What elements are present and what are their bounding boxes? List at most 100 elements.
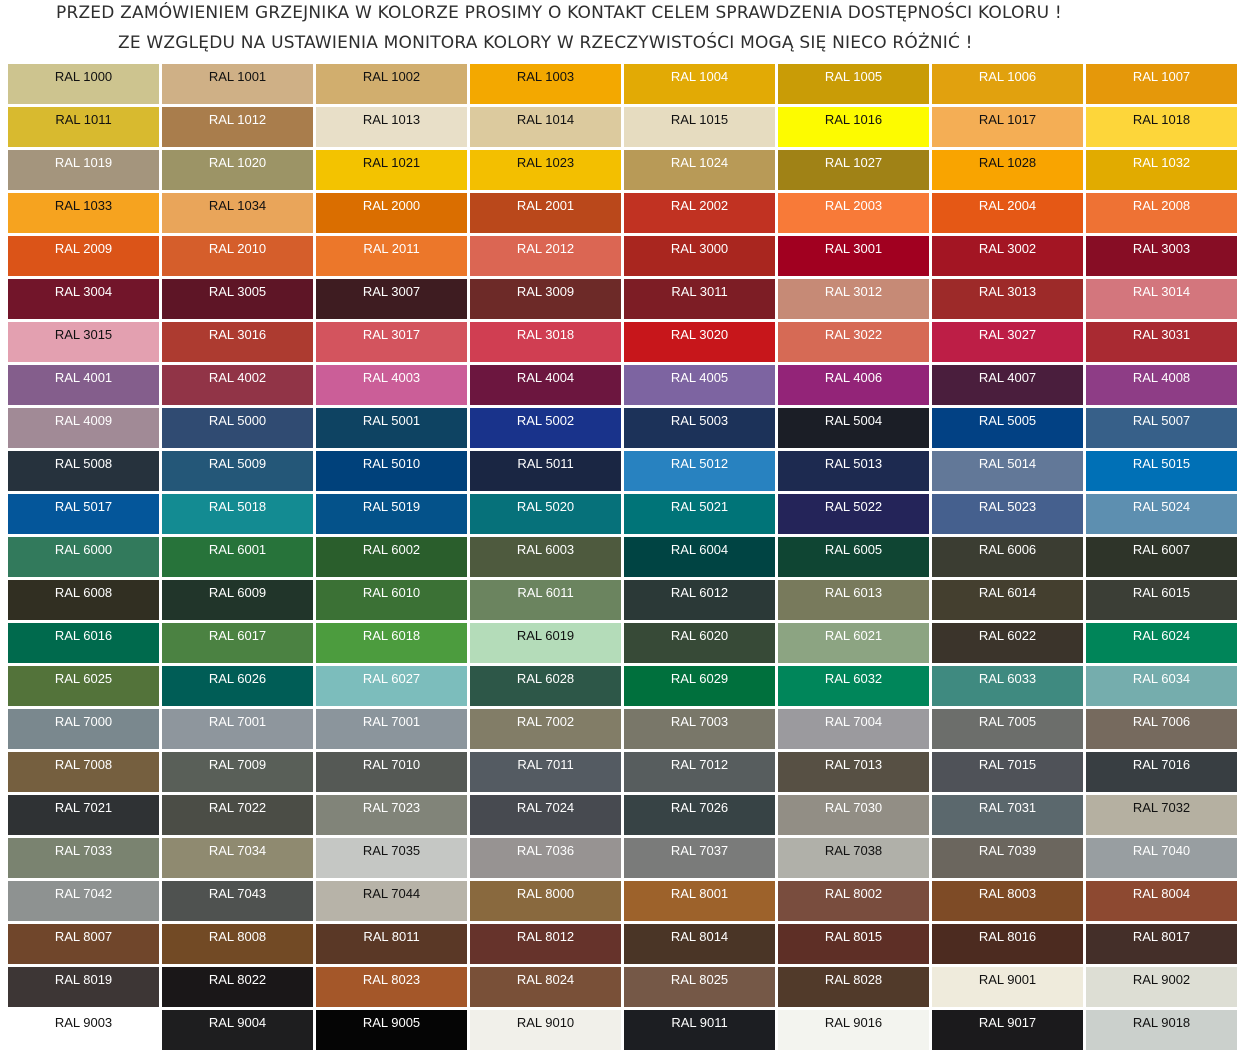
swatch-label: RAL 1028	[978, 155, 1037, 170]
swatch-label: RAL 5007	[1132, 413, 1191, 428]
color-swatch: RAL 2001	[470, 193, 621, 233]
swatch-label: RAL 7044	[362, 886, 421, 901]
color-swatch: RAL 1015	[624, 107, 775, 147]
swatch-label: RAL 9004	[208, 1015, 267, 1030]
swatch-label: RAL 1000	[54, 69, 113, 84]
swatch-label: RAL 3020	[670, 327, 729, 342]
swatch-label: RAL 6028	[516, 671, 575, 686]
swatch-label: RAL 1002	[362, 69, 421, 84]
swatch-label: RAL 3004	[54, 284, 113, 299]
color-swatch: RAL 1018	[1086, 107, 1237, 147]
swatch-label: RAL 4006	[824, 370, 883, 385]
color-swatch: RAL 7009	[162, 752, 313, 792]
color-swatch: RAL 5012	[624, 451, 775, 491]
swatch-label: RAL 2010	[208, 241, 267, 256]
swatch-label: RAL 2012	[516, 241, 575, 256]
color-swatch: RAL 8028	[778, 967, 929, 1007]
swatch-label: RAL 6011	[517, 585, 574, 600]
swatch-label: RAL 8025	[670, 972, 729, 987]
color-swatch: RAL 9003	[8, 1010, 159, 1050]
swatch-label: RAL 6006	[978, 542, 1037, 557]
color-swatch: RAL 1021	[316, 150, 467, 190]
color-swatch: RAL 8002	[778, 881, 929, 921]
swatch-label: RAL 7006	[1132, 714, 1191, 729]
swatch-label: RAL 6005	[824, 542, 883, 557]
swatch-label: RAL 8014	[670, 929, 729, 944]
swatch-label: RAL 6033	[978, 671, 1037, 686]
color-swatch: RAL 3015	[8, 322, 159, 362]
color-swatch: RAL 4005	[624, 365, 775, 405]
color-swatch: RAL 8011	[316, 924, 467, 964]
swatch-label: RAL 5018	[208, 499, 267, 514]
color-swatch: RAL 8001	[624, 881, 775, 921]
color-swatch: RAL 3003	[1086, 236, 1237, 276]
swatch-label: RAL 6029	[670, 671, 729, 686]
color-swatch: RAL 5010	[316, 451, 467, 491]
color-swatch: RAL 7032	[1086, 795, 1237, 835]
swatch-label: RAL 1013	[362, 112, 421, 127]
color-swatch: RAL 9011	[624, 1010, 775, 1050]
color-swatch: RAL 1019	[8, 150, 159, 190]
color-swatch: RAL 8000	[470, 881, 621, 921]
swatch-label: RAL 1017	[978, 112, 1037, 127]
color-swatch: RAL 7013	[778, 752, 929, 792]
swatch-label: RAL 7000	[54, 714, 113, 729]
color-swatch: RAL 5004	[778, 408, 929, 448]
swatch-label: RAL 6034	[1132, 671, 1191, 686]
color-swatch: RAL 9010	[470, 1010, 621, 1050]
color-swatch: RAL 3005	[162, 279, 313, 319]
swatch-label: RAL 7022	[208, 800, 267, 815]
swatch-label: RAL 8019	[54, 972, 113, 987]
swatch-label: RAL 6024	[1132, 628, 1191, 643]
swatch-label: RAL 5021	[670, 499, 729, 514]
color-swatch: RAL 5021	[624, 494, 775, 534]
color-swatch: RAL 6029	[624, 666, 775, 706]
swatch-label: RAL 7042	[54, 886, 113, 901]
swatch-label: RAL 9011	[671, 1015, 728, 1030]
color-swatch: RAL 6005	[778, 537, 929, 577]
swatch-label: RAL 7031	[978, 800, 1037, 815]
swatch-label: RAL 5024	[1132, 499, 1191, 514]
swatch-label: RAL 6019	[516, 628, 575, 643]
swatch-label: RAL 6000	[54, 542, 113, 557]
color-swatch: RAL 7039	[932, 838, 1083, 878]
color-swatch: RAL 2011	[316, 236, 467, 276]
swatch-label: RAL 8015	[824, 929, 883, 944]
color-swatch: RAL 8019	[8, 967, 159, 1007]
color-swatch: RAL 7011	[470, 752, 621, 792]
color-swatch: RAL 6012	[624, 580, 775, 620]
swatch-label: RAL 8001	[670, 886, 729, 901]
color-swatch: RAL 2004	[932, 193, 1083, 233]
color-swatch: RAL 1017	[932, 107, 1083, 147]
color-swatch: RAL 8023	[316, 967, 467, 1007]
color-swatch: RAL 6014	[932, 580, 1083, 620]
color-swatch: RAL 9004	[162, 1010, 313, 1050]
color-swatch: RAL 5018	[162, 494, 313, 534]
color-swatch: RAL 2008	[1086, 193, 1237, 233]
swatch-label: RAL 9002	[1132, 972, 1191, 987]
swatch-label: RAL 2000	[362, 198, 421, 213]
color-swatch: RAL 7030	[778, 795, 929, 835]
color-swatch: RAL 7035	[316, 838, 467, 878]
notice-line-2: ZE WZGLĘDU NA USTAWIENIA MONITORA KOLORY…	[118, 33, 973, 53]
swatch-label: RAL 8004	[1132, 886, 1191, 901]
swatch-label: RAL 1006	[978, 69, 1037, 84]
color-swatch: RAL 6020	[624, 623, 775, 663]
color-swatch: RAL 3014	[1086, 279, 1237, 319]
color-swatch: RAL 4003	[316, 365, 467, 405]
swatch-label: RAL 7036	[516, 843, 575, 858]
swatch-label: RAL 8016	[978, 929, 1037, 944]
swatch-label: RAL 6014	[978, 585, 1037, 600]
swatch-label: RAL 2002	[670, 198, 729, 213]
color-swatch: RAL 5001	[316, 408, 467, 448]
color-swatch: RAL 1011	[8, 107, 159, 147]
swatch-label: RAL 1011	[55, 112, 112, 127]
color-swatch: RAL 6015	[1086, 580, 1237, 620]
color-swatch: RAL 6000	[8, 537, 159, 577]
color-swatch: RAL 5022	[778, 494, 929, 534]
swatch-label: RAL 6010	[362, 585, 421, 600]
color-swatch: RAL 8003	[932, 881, 1083, 921]
color-swatch: RAL 6011	[470, 580, 621, 620]
color-swatch: RAL 5017	[8, 494, 159, 534]
swatch-label: RAL 3011	[671, 284, 728, 299]
